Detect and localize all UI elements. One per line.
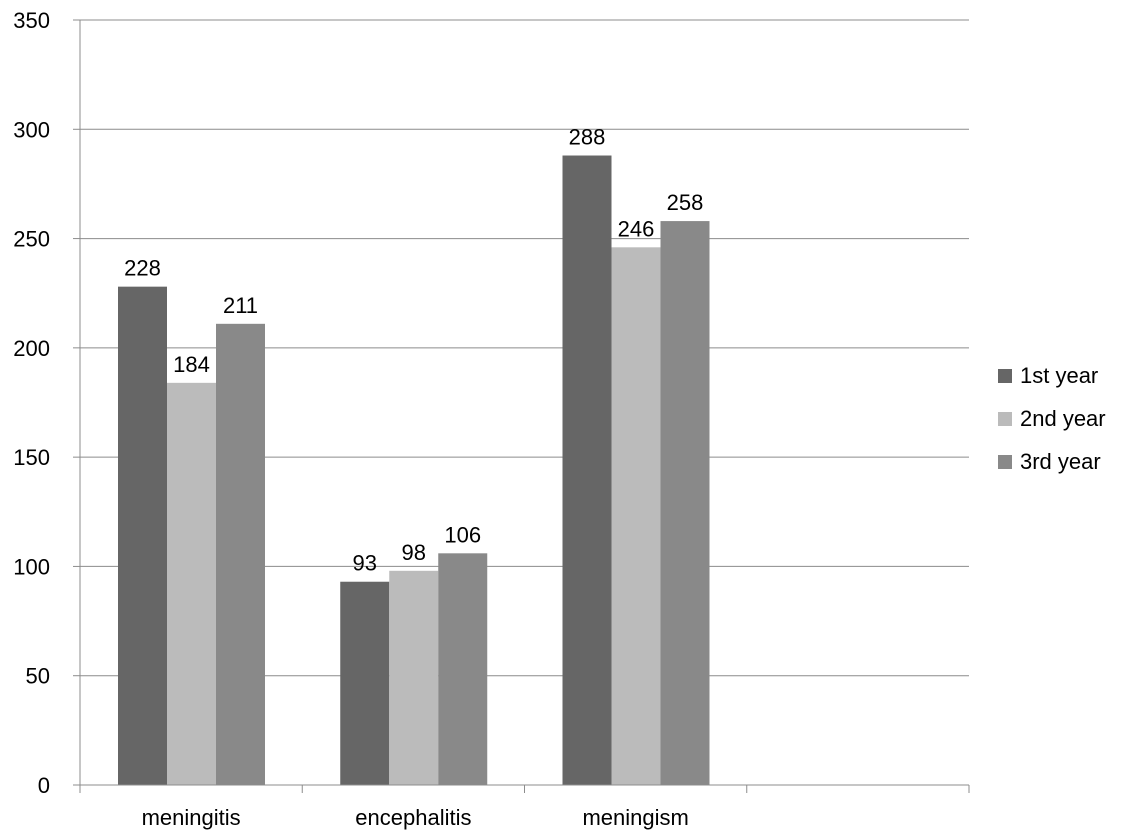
bar-meningitis-2nd-year <box>167 382 216 785</box>
y-tick-label: 50 <box>26 664 50 689</box>
data-label: 246 <box>618 216 655 241</box>
data-label: 93 <box>353 551 377 576</box>
bar-encephalitis-3rd-year <box>438 553 488 785</box>
y-tick-label: 150 <box>13 445 50 470</box>
bar-meningism-2nd-year <box>611 247 661 786</box>
y-tick-label: 200 <box>13 336 50 361</box>
bar-meningitis-1st-year <box>118 286 167 785</box>
x-tick-label: meningitis <box>142 805 241 830</box>
data-label: 98 <box>402 540 426 565</box>
axes: 0 50 100 150 200 250 300 350 meningitis encephali… <box>13 8 970 830</box>
bar-encephalitis-2nd-year <box>389 570 439 785</box>
legend-label: 3rd year <box>1020 449 1101 474</box>
bar-meningitis-3rd-year <box>216 323 265 785</box>
bar-meningism-3rd-year <box>660 221 710 786</box>
data-label: 211 <box>223 293 258 318</box>
y-tick-label: 0 <box>38 773 50 798</box>
data-label: 288 <box>569 125 606 150</box>
data-labels: 228 184 211 93 98 106 288 246 258 <box>124 125 703 576</box>
y-tick-label: 100 <box>13 554 50 579</box>
y-tick-label: 300 <box>13 117 50 142</box>
y-tick-label: 350 <box>13 8 50 33</box>
legend-swatch <box>998 369 1012 383</box>
data-label: 184 <box>173 352 210 377</box>
data-label: 228 <box>124 256 161 281</box>
legend-label: 2nd year <box>1020 406 1106 431</box>
bar-meningism-1st-year <box>562 155 612 785</box>
legend-swatch <box>998 412 1012 426</box>
data-label: 258 <box>667 190 704 215</box>
legend-label: 1st year <box>1020 363 1098 388</box>
legend-swatch <box>998 455 1012 469</box>
bar-encephalitis-1st-year <box>340 581 390 785</box>
legend: 1st year 2nd year 3rd year <box>998 363 1106 474</box>
x-tick-label: meningism <box>582 805 688 830</box>
x-tick-label: encephalitis <box>355 805 471 830</box>
bars <box>118 155 710 786</box>
data-label: 106 <box>444 522 481 547</box>
y-tick-label: 250 <box>13 227 50 252</box>
